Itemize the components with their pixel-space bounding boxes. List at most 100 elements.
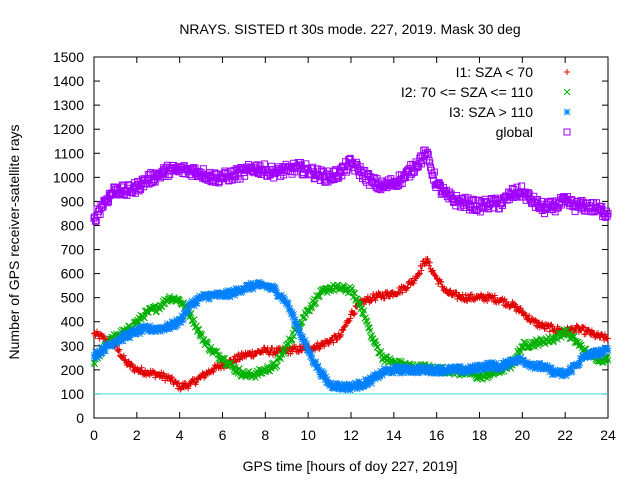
x-axis-ticks: 0 2 4 6 8 10 12 14 16 18 20 22 24 — [90, 57, 616, 443]
series-point — [293, 320, 301, 328]
series-point — [549, 323, 556, 330]
series-point — [387, 293, 394, 300]
series-point — [360, 307, 368, 314]
series-point — [492, 194, 500, 202]
series-point — [490, 204, 498, 212]
series-point — [524, 189, 532, 197]
series-point — [185, 306, 193, 314]
series-point — [108, 191, 116, 199]
y-axis-ticks: 0 100 200 300 400 500 600 700 800 900 1000 1100 1200… — [53, 49, 608, 426]
series-point — [464, 194, 472, 202]
series-point — [418, 267, 425, 274]
series-point — [138, 364, 145, 371]
series-point — [603, 212, 611, 220]
series-point — [534, 196, 542, 204]
plot-area: 0100200300400500600700800900100011001200… — [53, 49, 616, 443]
series-point — [306, 307, 314, 315]
series-3 — [90, 278, 612, 394]
series-point — [367, 298, 374, 305]
series-point — [368, 331, 376, 339]
y-tick-label: 500 — [61, 290, 85, 306]
series-point — [301, 165, 309, 173]
y-tick-label: 1100 — [54, 145, 84, 161]
x-tick-label: 0 — [90, 427, 98, 443]
series-point — [136, 185, 144, 193]
series-point — [381, 295, 388, 302]
series-point — [199, 165, 207, 173]
series-point — [284, 299, 292, 307]
series-point — [316, 176, 324, 184]
series-point — [353, 295, 361, 303]
series-point — [374, 343, 382, 351]
series-point — [338, 331, 345, 338]
x-tick-label: 8 — [261, 427, 269, 443]
series-point — [141, 314, 148, 322]
series-point — [118, 183, 126, 191]
series-point — [438, 278, 445, 285]
y-tick-label: 1300 — [53, 97, 84, 113]
series-point — [413, 164, 421, 172]
series-point — [96, 335, 103, 342]
series-point — [403, 285, 410, 292]
series-point — [157, 174, 165, 182]
legend-marker — [563, 108, 571, 116]
series-point — [535, 342, 542, 350]
series-point — [570, 333, 578, 340]
series-point — [269, 344, 276, 351]
series-point — [281, 350, 288, 357]
chart-title: NRAYS. SISTED rt 30s mode. 227, 2019. Ma… — [179, 21, 520, 37]
series-point — [454, 295, 461, 302]
y-tick-label: 600 — [61, 266, 85, 282]
series-point — [135, 187, 143, 195]
series-point — [414, 162, 422, 170]
series-point — [342, 322, 349, 329]
series-point — [312, 299, 320, 307]
series-point — [193, 322, 200, 329]
series-point — [203, 338, 211, 346]
x-axis-label: GPS time [hours of doy 227, 2019] — [243, 458, 458, 474]
series-point — [351, 310, 358, 317]
series-point — [447, 287, 454, 294]
series-point — [443, 286, 450, 293]
series-point — [568, 367, 576, 375]
series-point — [469, 195, 477, 203]
series-point — [513, 303, 520, 310]
y-axis-label: Number of GPS receiver-satellite rays — [6, 125, 22, 360]
series-point — [273, 362, 281, 370]
series-point — [505, 362, 512, 369]
series-point — [603, 345, 611, 352]
legend-label: global — [496, 124, 533, 140]
series-point — [334, 173, 342, 181]
series-point — [507, 303, 514, 310]
y-tick-label: 1500 — [53, 49, 84, 65]
series-point — [423, 148, 431, 156]
series-point — [304, 306, 311, 314]
series-point — [169, 374, 176, 381]
x-tick-label: 22 — [557, 427, 573, 443]
series-point — [98, 204, 106, 212]
series-point — [303, 340, 310, 348]
series-point — [426, 159, 434, 167]
series-point — [388, 289, 395, 296]
y-tick-label: 0 — [76, 410, 84, 426]
series-point — [525, 190, 533, 198]
series-point — [321, 343, 328, 350]
series-point — [410, 280, 417, 287]
series-point — [116, 346, 123, 353]
series-point — [416, 271, 423, 278]
legend: I1: SZA < 70 I2: 70 <= SZA <= 110 I3: SZA … — [401, 64, 571, 140]
x-tick-label: 2 — [133, 427, 141, 443]
series-point — [416, 270, 423, 277]
series-point — [94, 328, 101, 335]
y-tick-label: 300 — [61, 338, 85, 354]
series-point — [288, 336, 296, 343]
series-point — [348, 160, 356, 168]
y-tick-label: 400 — [61, 314, 85, 330]
series-point — [142, 367, 149, 374]
series-point — [122, 356, 129, 363]
series-point — [290, 311, 297, 318]
series-point — [316, 293, 323, 300]
y-tick-label: 100 — [61, 386, 85, 402]
series-point — [426, 259, 433, 266]
